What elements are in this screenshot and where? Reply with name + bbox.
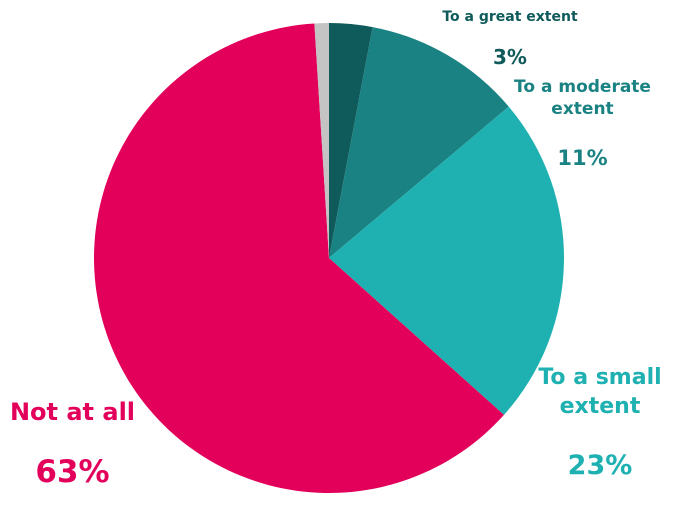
slice-label: Not at all [9, 398, 136, 426]
pie-slice [314, 23, 329, 258]
pie-slice [329, 27, 509, 258]
slice-label: To a moderate extent [514, 77, 651, 120]
value-label: 63% [35, 454, 110, 490]
value-label: 11% [557, 146, 608, 170]
pie-slice [93, 23, 504, 493]
value-label: 23% [567, 450, 633, 481]
value-label: 3% [493, 45, 527, 69]
pie-slice [329, 23, 373, 258]
pie-slice [329, 106, 564, 415]
slice-label: To a great extent [442, 9, 578, 25]
slice-label: To a small extent [538, 365, 662, 419]
